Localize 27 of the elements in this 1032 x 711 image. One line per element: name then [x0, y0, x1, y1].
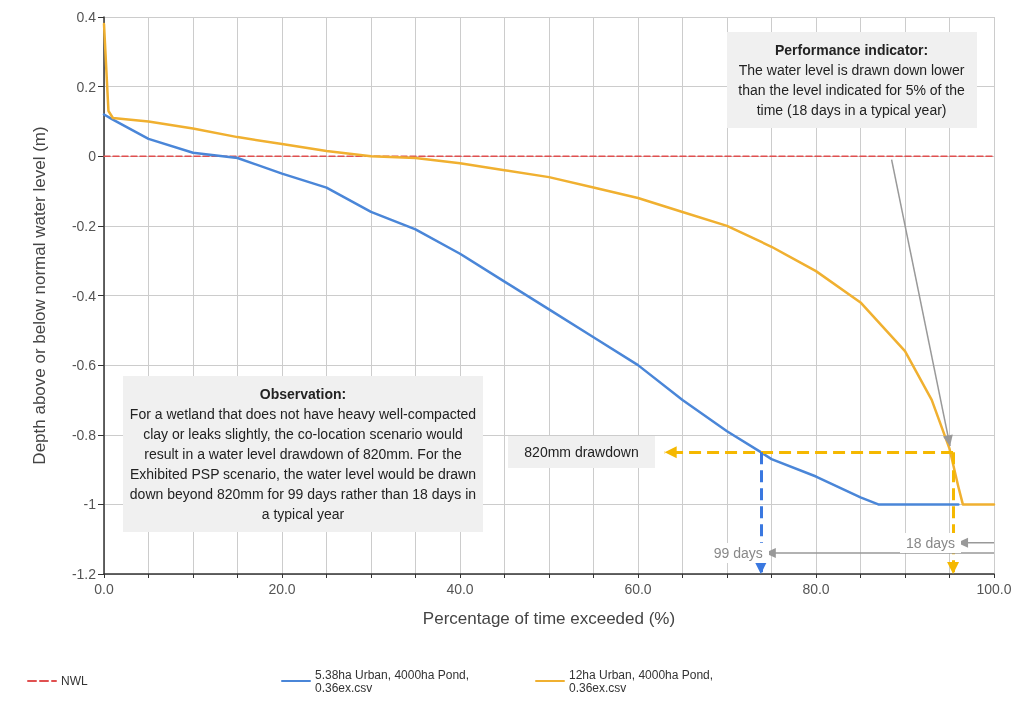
y-tick-label: -1.2	[71, 566, 97, 582]
y-tick-label: 0	[88, 148, 97, 165]
label-box: 820mm drawdown	[508, 436, 655, 469]
legend-label: NWL	[61, 674, 88, 688]
y-tick-label: -0.8	[71, 426, 97, 443]
note-box: Performance indicator: The water level is drawn down lower than the level indicated for 5% of the time (18 days in a typical year)	[726, 31, 977, 128]
annotation: Performance indicator: The water level is drawn down lower than the level indicated for 5% of the time (18 days in a typical year)	[737, 40, 966, 120]
y-tick-label: -1	[83, 496, 97, 513]
y-tick-label: -0.6	[71, 357, 97, 374]
annotation: 18 days	[900, 532, 962, 553]
x-tick-label: 80.0	[802, 581, 830, 597]
y-tick-label: 0.2	[76, 78, 97, 95]
legend-label: 12ha Urban, 4000ha Pond, 0.36ex.csv	[569, 667, 717, 695]
y-tick-label: -0.2	[71, 217, 97, 234]
x-tick-label: 20.0	[268, 581, 296, 597]
x-axis-title: Percentage of time exceeded (%)	[422, 609, 676, 628]
x-tick-label: 60.0	[624, 581, 652, 597]
annotation: 99 days	[707, 543, 769, 564]
x-tick-label: 40.0	[446, 581, 474, 597]
y-tick-label: -0.4	[71, 287, 97, 304]
y-axis-title: Depth above or below normal water level (m)	[30, 126, 49, 465]
legend-label: 5.38ha Urban, 4000ha Pond, 0.36ex.csv	[315, 667, 473, 695]
x-tick-label: 100.0	[976, 581, 1012, 597]
x-tick-label: 0.0	[94, 581, 114, 597]
y-tick-label: 0.4	[76, 9, 97, 25]
note-box: Observation: For a wetland that does not have heavy well-compacted clay or leaks slightly, the co-location scenario would result in a water level drawdown of 820mm. For the Exhibited PSP scenario, the water level would be drawn down beyond 820mm for 99 days rather than 18 days in a typical year	[123, 376, 483, 532]
line-series	[102, 22, 996, 506]
